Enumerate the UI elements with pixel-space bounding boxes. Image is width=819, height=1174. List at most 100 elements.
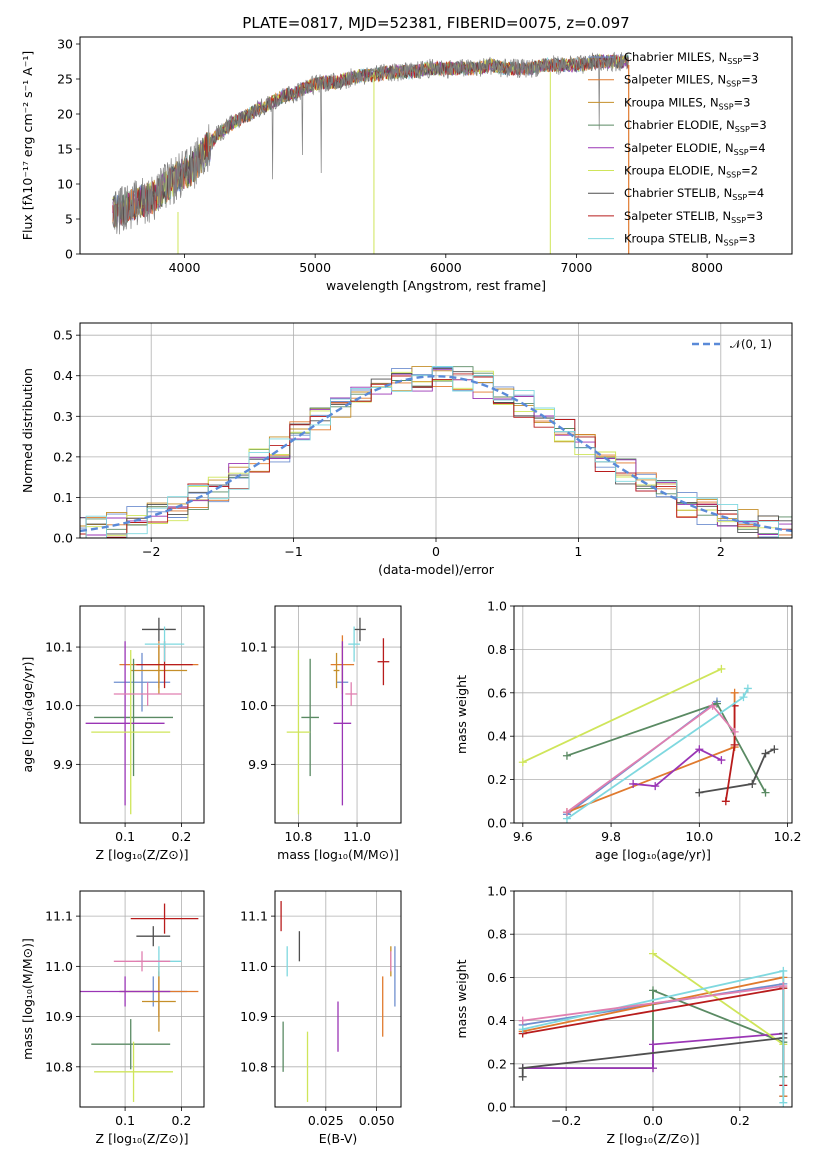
massweight_vs_age-ytick-label: 0.4: [487, 729, 507, 744]
residuals-ytick-label: 0.0: [53, 531, 73, 546]
massweight_vs_age-xtick-label: 9.8: [601, 829, 621, 844]
massweight_vs_age-axes: 9.6 9.8 10.0 10.2 0.0 0.2 0.4 0.6 0.8 1.0 age [log…: [454, 599, 802, 863]
mass_vs_Z-xlabel: Z [log₁₀(Z/Z⊙)]: [96, 1131, 189, 1146]
massweight_vs_age-marker: [730, 688, 739, 697]
residuals-ytick-label: 0.5: [53, 328, 73, 343]
massweight_vs_age-marker: [717, 664, 726, 673]
mass_vs_EBV-xtick-label: 0.050: [359, 1113, 395, 1128]
massweight_vs_Z-marker: [518, 1025, 527, 1034]
age_vs_mass-point: [348, 626, 360, 662]
massweight_vs_age-ytick-label: 0.6: [487, 685, 507, 700]
age_vs_mass-point: [333, 652, 340, 689]
mass_vs_EBV-ytick-label: 10.9: [240, 1009, 268, 1024]
residuals-ylabel: Normed distribution: [20, 368, 35, 493]
residuals-normal-curve: [80, 374, 792, 533]
age_vs_Z-frame: [79, 605, 205, 824]
spectrum-model-line: [112, 54, 629, 227]
massweight_vs_Z-ytick-label: 0.0: [487, 1100, 507, 1115]
age_vs_Z-ylabel: age [log₁₀(age/yr)]: [20, 657, 35, 773]
mass_vs_Z-xtick-label: 0.2: [172, 1113, 192, 1128]
age_vs_Z-point: [130, 647, 188, 694]
massweight_vs_age-ytick-label: 0.8: [487, 642, 507, 657]
mass_vs_Z-point: [91, 1019, 171, 1070]
mass_vs_EBV-xtick-label: 0.025: [308, 1113, 344, 1128]
massweight_vs_Z-series: [518, 949, 788, 1107]
age_vs_mass-ytick-label: 9.9: [248, 757, 268, 772]
massweight_vs_age-marker: [651, 782, 660, 791]
massweight_vs_age-line: [699, 748, 775, 794]
mass_vs_Z-points: [80, 903, 199, 1102]
mass_vs_Z-point: [113, 951, 171, 972]
massweight_vs_age-marker: [708, 701, 717, 710]
massweight_vs_age-ytick-label: 0.2: [487, 772, 507, 787]
residuals-frame: [79, 322, 793, 539]
residuals-ytick-label: 0.1: [53, 490, 73, 505]
massweight_vs_Z-line: [522, 985, 784, 1022]
residuals-legend-label: 𝒩(0, 1): [730, 337, 772, 351]
age_vs_mass-axes: 10.8 11.0 9.9 10.0 10.1 mass [log₁₀(M/M⊙)]: [240, 606, 401, 862]
age_vs_Z-axes: 0.1 0.2 9.9 10.0 10.1 Z [log₁₀(Z/Z⊙)] age [log…: [20, 606, 204, 862]
massweight_vs_Z-marker: [649, 949, 657, 958]
mass_vs_Z-point: [130, 903, 199, 934]
mass_vs_EBV-ytick-label: 11.0: [240, 959, 268, 974]
massweight_vs_age-marker: [562, 751, 571, 760]
residuals-xtick-label: 1: [574, 544, 582, 559]
age_vs_mass-point: [301, 658, 319, 777]
spectrum-model-line: [112, 54, 629, 227]
massweight_vs_Z-ytick-label: 0.2: [487, 1056, 507, 1071]
mass_vs_Z-ytick-label: 11.0: [45, 959, 73, 974]
massweight_vs_age-marker: [730, 740, 739, 749]
massweight_vs_age-marker: [770, 745, 779, 754]
massweight_vs_age-frame: [513, 605, 793, 824]
spectrum-xtick-label: 5000: [299, 260, 331, 275]
massweight_vs_Z-marker: [779, 1098, 788, 1107]
massweight_vs_age-xtick-label: 10.2: [774, 829, 802, 844]
residuals-histogram: [80, 368, 792, 535]
massweight_vs_age-series: [518, 664, 779, 823]
spectrum-xtick-label: 7000: [561, 260, 593, 275]
massweight_vs_age-xlabel: age [log₁₀(age/yr)]: [595, 847, 711, 862]
age_vs_mass-xtick-label: 10.8: [285, 829, 313, 844]
mass_vs_EBV-axes: 0.025 0.050 10.8 10.9 11.0 11.1 E(B-V): [240, 891, 401, 1146]
spectrum-frame: [79, 36, 793, 255]
residuals-ytick-label: 0.4: [53, 368, 73, 383]
massweight_vs_age-line: [633, 748, 722, 788]
massweight_vs_Z-ytick-label: 0.4: [487, 1013, 507, 1028]
massweight_vs_age-marker: [717, 756, 726, 765]
residuals-xtick-label: 0: [432, 544, 440, 559]
age_vs_Z-point: [142, 617, 176, 642]
legend-entry: Salpeter STELIB, NSSP=3: [624, 209, 763, 225]
massweight_vs_age-marker: [629, 779, 638, 788]
massweight_vs_Z-xlabel: Z [log₁₀(Z/Z⊙)]: [607, 1131, 700, 1146]
residuals-histogram: [80, 380, 792, 538]
massweight_vs_age-marker: [743, 684, 752, 693]
spectrum-ytick-label: 10: [57, 177, 73, 192]
spectrum-axes: 4000 5000 6000 7000 8000 0 5 10 15 20 25 30 waveleng…: [20, 37, 723, 294]
mass_vs_Z-point: [142, 971, 176, 1032]
age_vs_Z-xtick-label: 0.1: [115, 829, 135, 844]
age_vs_Z-point: [113, 682, 182, 706]
mass_vs_Z-point: [136, 926, 171, 947]
residuals-histogram: [80, 367, 792, 538]
age_vs_mass-xlabel: mass [log₁₀(M/M⊙)]: [277, 847, 399, 862]
age_vs_Z-point: [94, 658, 173, 777]
legend-entry: Kroupa STELIB, NSSP=3: [624, 232, 755, 248]
massweight_vs_Z-ytick-label: 1.0: [487, 884, 507, 899]
massweight_vs_age-marker: [761, 749, 770, 758]
residuals-histogram: [80, 366, 792, 538]
spectrum-xtick-label: 8000: [691, 260, 723, 275]
figure-title: PLATE=0817, MJD=52381, FIBERID=0075, z=0…: [242, 14, 629, 32]
residuals-xtick-label: 2: [717, 544, 725, 559]
massweight_vs_Z-ylabel: mass weight: [454, 959, 469, 1038]
massweight_vs_age-marker: [712, 699, 721, 708]
massweight_vs_Z-marker: [779, 966, 788, 975]
age_vs_mass-point: [345, 682, 358, 706]
legend-entry: Chabrier STELIB, NSSP=4: [624, 186, 764, 202]
massweight_vs_Z-marker: [518, 1072, 527, 1081]
age_vs_Z-points: [85, 617, 199, 815]
spectrum-ytick-label: 0: [65, 247, 73, 262]
massweight_vs_Z-xtick-label: −0.2: [551, 1113, 581, 1128]
mass_vs_Z-ylabel: mass [log₁₀(M/M⊙)]: [20, 938, 35, 1060]
legend-entry: Kroupa ELODIE, NSSP=2: [624, 164, 758, 180]
